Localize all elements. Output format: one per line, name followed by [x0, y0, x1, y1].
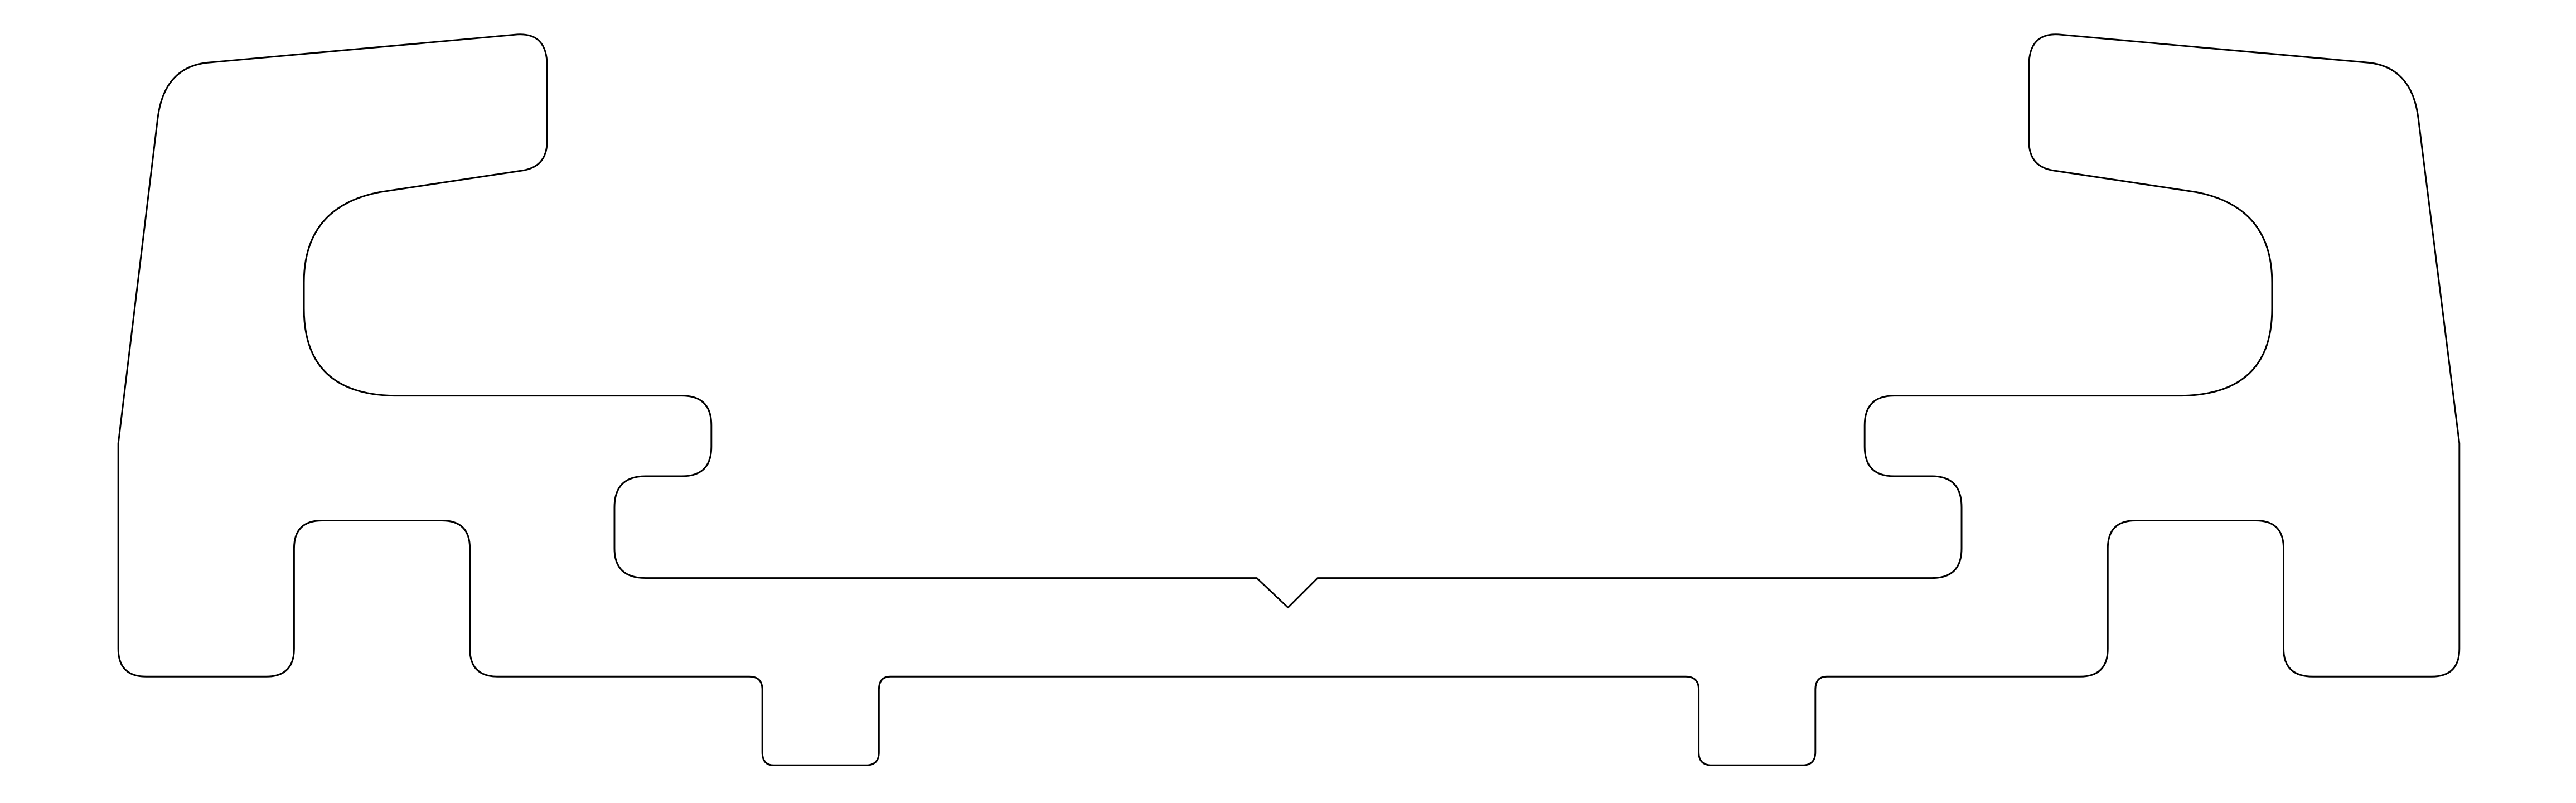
extrusion-profile-outline	[117, 33, 2461, 766]
